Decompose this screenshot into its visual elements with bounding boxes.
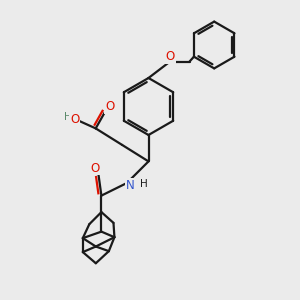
- Text: H: H: [64, 112, 71, 122]
- Text: O: O: [90, 161, 99, 175]
- Text: H: H: [140, 179, 147, 189]
- Text: O: O: [70, 113, 79, 126]
- Text: O: O: [166, 50, 175, 63]
- Text: O: O: [105, 100, 114, 113]
- Text: N: N: [126, 179, 135, 192]
